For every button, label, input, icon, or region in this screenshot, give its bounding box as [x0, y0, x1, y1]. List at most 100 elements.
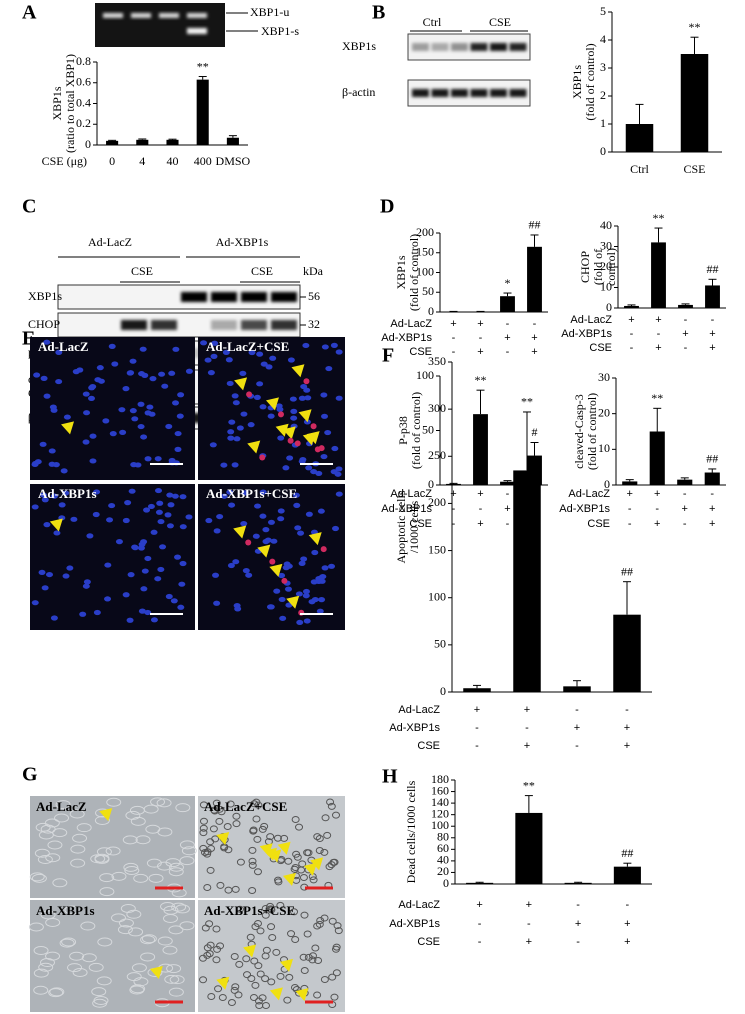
y-tick-label: 200 [416, 225, 434, 239]
cell [122, 835, 138, 845]
condition-sign: + [709, 518, 715, 530]
cell [203, 850, 212, 858]
nucleus [158, 371, 166, 377]
nucleus [270, 538, 278, 544]
cell [129, 805, 145, 815]
cell [284, 857, 293, 865]
nucleus [240, 411, 248, 417]
blot-band [431, 89, 449, 97]
blot-band [451, 43, 468, 51]
condition-sign: - [452, 332, 456, 344]
nucleus [277, 435, 285, 441]
panel-letter: A [22, 2, 37, 24]
nucleus [83, 410, 91, 416]
nucleus [50, 615, 58, 621]
y-tick-label: 100 [416, 264, 434, 278]
nucleus [122, 386, 130, 392]
blot-row-label: β-actin [342, 85, 375, 99]
cell [290, 865, 299, 873]
condition-sign: + [524, 740, 530, 752]
condition-sign: - [684, 314, 688, 326]
nucleus [93, 609, 101, 616]
y-tick-label: 30 [600, 238, 612, 252]
nucleus [256, 381, 264, 387]
nucleus [305, 511, 313, 517]
nucleus [165, 423, 173, 430]
condition-sign: - [478, 918, 482, 930]
nucleus [43, 339, 51, 345]
cell [323, 831, 332, 839]
bar [622, 481, 638, 485]
gel-image [95, 3, 225, 47]
cell [140, 935, 156, 945]
y-tick-label: 160 [431, 783, 449, 797]
nucleus [252, 533, 260, 539]
cell [199, 976, 208, 984]
y-tick-label: 20 [437, 864, 449, 878]
cell [33, 945, 49, 955]
condition-sign: - [506, 518, 510, 530]
cell [261, 911, 270, 919]
nucleus [62, 573, 70, 579]
y-tick-label: 10 [600, 279, 612, 293]
nucleus [241, 490, 249, 496]
nucleus [227, 429, 235, 435]
image-label: Ad-LacZ [38, 339, 89, 354]
nucleus [233, 436, 241, 442]
cell [148, 873, 164, 883]
condition-sign: - [506, 346, 510, 358]
cell [254, 962, 263, 970]
cell [218, 994, 227, 1002]
nucleus [222, 349, 230, 355]
y-tick-label: 0.2 [76, 116, 91, 130]
cell [72, 968, 88, 978]
condition-label: CSE [409, 518, 432, 530]
image-label: Ad-XBP1s+CSE [206, 486, 297, 501]
cell [210, 807, 219, 815]
condition-sign: + [624, 740, 630, 752]
y-tick-label: 350 [428, 354, 446, 368]
arrowhead [303, 862, 317, 876]
cell [255, 1002, 264, 1010]
condition-sign: + [477, 488, 483, 500]
blot-row-label: XBP1s [342, 39, 376, 53]
cell [90, 854, 106, 864]
condition-sign: - [710, 488, 714, 500]
kda-label: 56 [308, 289, 320, 303]
condition-sign: - [628, 518, 632, 530]
nucleus [321, 344, 329, 350]
treatment-label: CSE [131, 264, 153, 278]
cell [267, 978, 276, 986]
annotation: ## [621, 846, 633, 860]
phase-image [30, 900, 195, 1012]
y-axis-label: XBP1s [50, 86, 64, 120]
nucleus [53, 530, 61, 536]
cell [256, 927, 265, 935]
cell [273, 834, 282, 842]
nucleus [122, 517, 130, 524]
nucleus [155, 509, 163, 515]
nucleus [213, 600, 221, 606]
cell [179, 856, 195, 866]
nucleus [212, 572, 220, 578]
y-tick-label: 80 [437, 830, 449, 844]
nucleus [213, 528, 221, 534]
cell [272, 948, 281, 956]
nucleus [254, 503, 262, 509]
cell [61, 937, 77, 947]
cell [212, 956, 221, 964]
bar [136, 139, 149, 145]
cell [260, 822, 269, 830]
cell [200, 849, 209, 857]
nucleus [209, 442, 217, 448]
cell [37, 854, 53, 864]
y-tick-label: 250 [428, 448, 446, 462]
nucleus [31, 504, 39, 510]
bar [564, 882, 592, 884]
nucleus [335, 395, 343, 401]
condition-sign: + [526, 899, 532, 911]
cell [40, 910, 56, 920]
nucleus [55, 378, 63, 385]
nucleus [335, 491, 343, 497]
nucleus [304, 395, 312, 401]
